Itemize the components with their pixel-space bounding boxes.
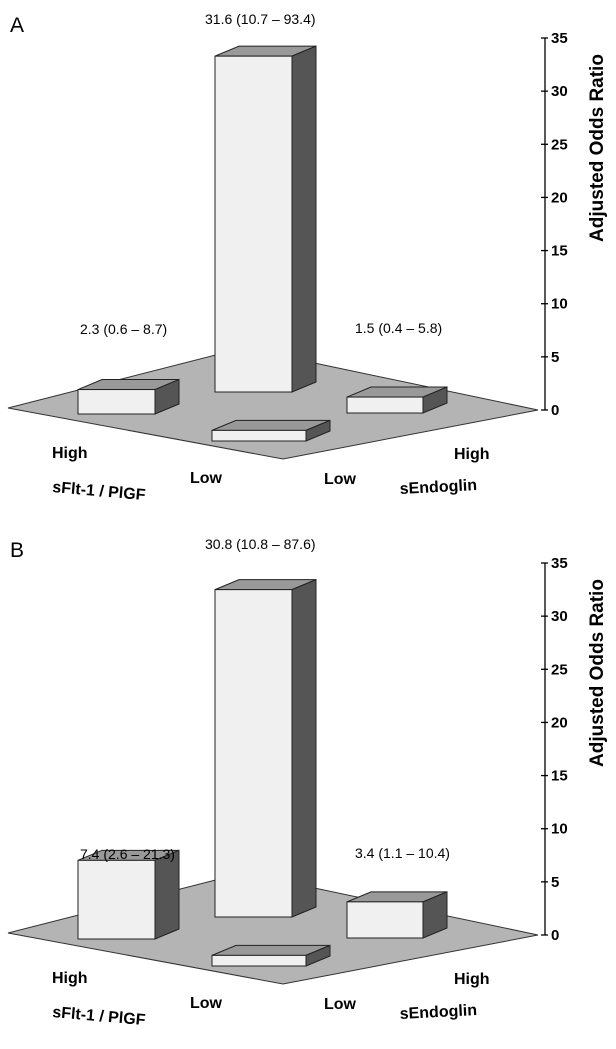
y-tick-label: 10 — [551, 296, 568, 313]
x-category-label: Low — [190, 470, 223, 487]
y-tick-label: 20 — [551, 714, 568, 731]
y-axis: 0 5 10 15 20 25 30 35 — [541, 30, 568, 419]
y-axis: 0 5 10 15 20 25 30 35 — [541, 555, 568, 944]
y-axis-label: Adjusted Odds Ratio — [587, 579, 608, 767]
bar-front-face — [214, 589, 293, 918]
bar-side-face — [291, 45, 317, 393]
bar-front-face — [211, 954, 307, 967]
bar-front-face — [211, 429, 307, 442]
z-category-label: Low — [324, 996, 357, 1013]
y-tick-label: 15 — [551, 768, 568, 785]
y-tick-label: 25 — [551, 136, 568, 153]
panel-letter: A — [10, 14, 24, 37]
y-tick-label: 5 — [551, 874, 559, 891]
data-label: 30.8 (10.8 – 87.6) — [205, 536, 316, 552]
x-axis-label: sFlt-1 / PlGF — [52, 1004, 147, 1029]
data-label: 1.5 (0.4 – 5.8) — [355, 320, 442, 336]
x-axis-label: sFlt-1 / PlGF — [52, 479, 147, 504]
bar — [346, 386, 448, 414]
data-label: 2.3 (0.6 – 8.7) — [80, 321, 167, 337]
z-category-label: High — [454, 446, 490, 463]
bar — [211, 419, 331, 442]
bar-side-face — [154, 849, 180, 940]
bar-front-face — [346, 396, 424, 414]
bar-front-face — [77, 389, 156, 415]
bars-layer: 31.6 (10.7 – 93.4) 2.3 (0.6 – 8.7) 1.5 (0.… — [77, 11, 448, 442]
bar-front-face — [346, 901, 424, 939]
bar — [346, 891, 448, 939]
bars-layer: 30.8 (10.8 – 87.6) 7.4 (2.6 – 21.3) 3.4 (1… — [77, 536, 450, 967]
y-tick-label: 20 — [551, 189, 568, 206]
bar — [77, 849, 180, 940]
x-category-label: High — [52, 970, 88, 987]
bar-front-face — [214, 55, 293, 393]
z-axis-label: sEndoglin — [399, 477, 477, 498]
z-category-label: Low — [324, 471, 357, 488]
bar — [77, 378, 180, 415]
z-category-label: High — [454, 971, 490, 988]
y-tick-label: 15 — [551, 243, 568, 260]
bar — [214, 578, 317, 918]
bar — [211, 944, 331, 967]
chart-floor — [7, 347, 539, 460]
y-tick-label: 35 — [551, 555, 568, 572]
z-axis-label: sEndoglin — [399, 1002, 477, 1023]
data-label: 31.6 (10.7 – 93.4) — [205, 11, 316, 27]
x-category-label: High — [52, 445, 88, 462]
y-tick-label: 35 — [551, 30, 568, 47]
y-axis-label: Adjusted Odds Ratio — [587, 54, 608, 242]
x-category-label: Low — [190, 995, 223, 1012]
chart-panel-a: A 31.6 (10.7 – 93.4) 2.3 (0.6 – 8.7) 1.5 (… — [7, 11, 608, 504]
data-label: 3.4 (1.1 – 10.4) — [355, 845, 450, 861]
y-tick-label: 0 — [551, 927, 559, 944]
y-tick-label: 30 — [551, 83, 568, 100]
y-tick-label: 25 — [551, 661, 568, 678]
y-tick-label: 0 — [551, 402, 559, 419]
y-tick-label: 30 — [551, 608, 568, 625]
y-tick-label: 10 — [551, 821, 568, 838]
bar-side-face — [291, 578, 317, 918]
data-label: 7.4 (2.6 – 21.3) — [80, 846, 175, 862]
bar — [214, 45, 317, 393]
panel-letter: B — [10, 539, 24, 562]
bar-front-face — [77, 859, 156, 940]
y-tick-label: 5 — [551, 349, 559, 366]
chart-panel-b: B 30.8 (10.8 – 87.6) 7.4 (2.6 – 21.3) 3.4 … — [7, 536, 608, 1029]
